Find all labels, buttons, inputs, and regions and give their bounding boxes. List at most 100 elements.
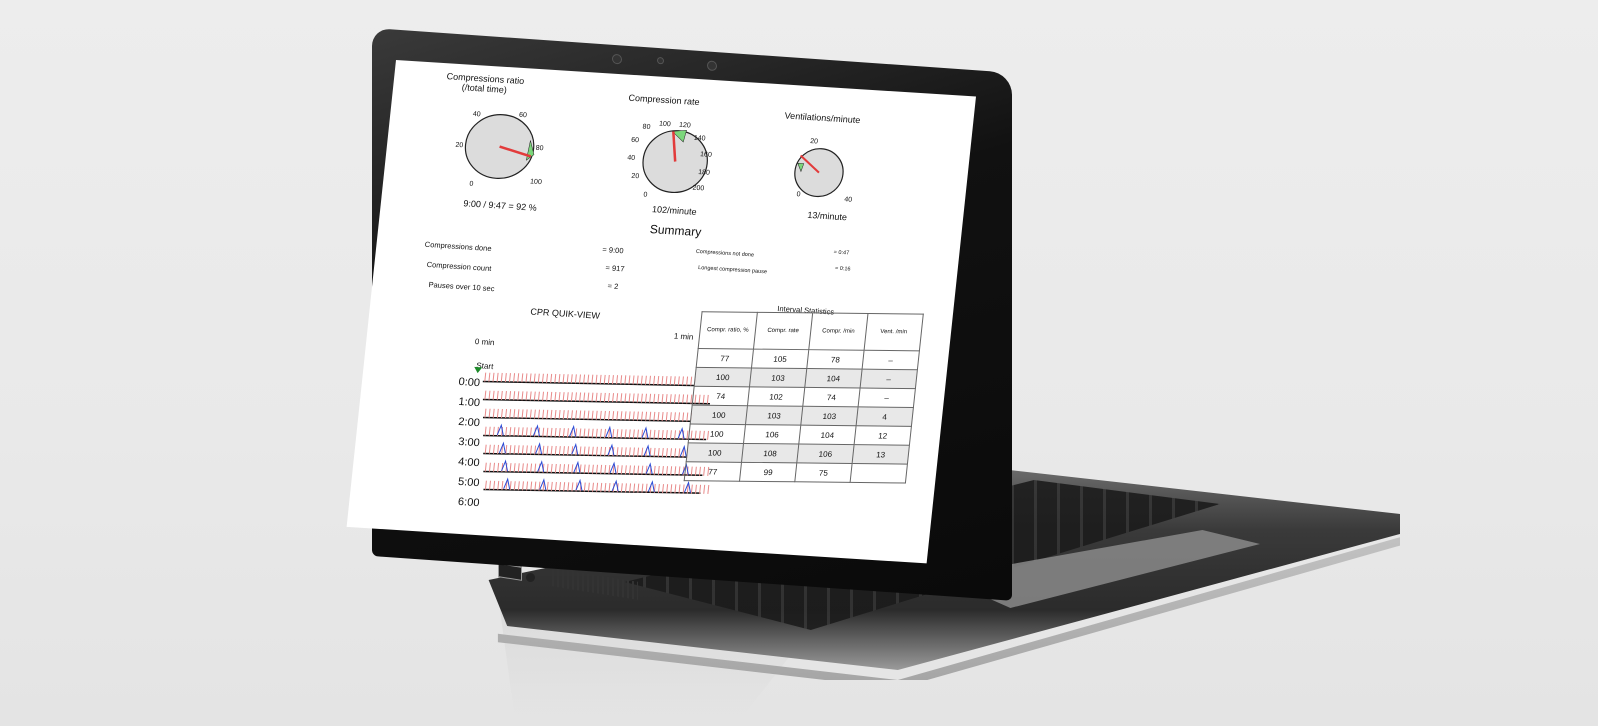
ventilation-mark [611, 479, 619, 492]
table-cell: 108 [741, 443, 799, 463]
compression-mark [583, 446, 586, 456]
compression-mark [645, 411, 648, 421]
compression-mark [649, 429, 652, 439]
compression-mark [608, 465, 611, 475]
tick: 20 [809, 138, 819, 146]
compression-mark [674, 466, 677, 476]
ventilation-mark [535, 442, 543, 455]
compression-mark [558, 428, 561, 438]
screen: Compressions ratio (/total time) 0 20 40… [346, 60, 976, 564]
compression-mark [541, 373, 544, 383]
tick: 20 [630, 172, 640, 181]
table-cell: 100 [686, 442, 744, 463]
compression-mark [496, 408, 499, 418]
compression-mark [600, 464, 603, 474]
compression-mark [694, 484, 697, 494]
compression-mark [583, 482, 586, 492]
table-cell: 75 [794, 462, 853, 483]
compression-mark [678, 466, 681, 476]
compression-mark [674, 448, 677, 458]
compression-mark [607, 374, 610, 384]
compression-mark [517, 409, 520, 419]
compression-mark [546, 373, 549, 383]
compression-mark [603, 410, 606, 420]
compression-mark [657, 465, 660, 475]
compression-mark [492, 408, 495, 418]
compression-mark [690, 376, 693, 386]
compression-mark [505, 445, 508, 455]
compression-mark [509, 409, 512, 419]
quikview-row-label: 5:00 [457, 475, 481, 490]
compression-mark [567, 482, 570, 492]
compression-mark [505, 409, 508, 419]
compression-mark [484, 480, 487, 490]
compression-mark [513, 445, 516, 455]
compression-mark [492, 390, 495, 400]
compression-mark [509, 391, 512, 401]
compression-mark [665, 430, 668, 440]
table-row: 77 105 78– [696, 348, 920, 370]
compression-mark [686, 412, 689, 422]
compression-mark [591, 392, 594, 402]
compression-mark [620, 483, 623, 493]
compression-mark [608, 411, 611, 421]
compression-mark [649, 375, 651, 385]
needle [499, 145, 532, 158]
compression-mark [661, 448, 664, 458]
table-cell: 12 [854, 425, 912, 446]
compression-mark [488, 462, 491, 472]
compression-mark [542, 481, 545, 491]
compression-mark [603, 374, 606, 384]
compression-mark [587, 374, 590, 384]
ventilation-mark [498, 441, 506, 454]
compression-mark [500, 390, 503, 400]
ventilation-mark [532, 424, 540, 437]
compression-mark [681, 376, 684, 386]
compression-mark [640, 375, 643, 385]
ventilation-mark [496, 423, 504, 436]
compression-mark [550, 445, 553, 455]
compression-mark [600, 482, 603, 492]
gauge-ratio [464, 114, 535, 179]
compression-mark [645, 483, 648, 493]
ventilation-mark [501, 459, 509, 472]
summary-label: Compressions done [424, 239, 492, 253]
summary-label: Compressions not done [695, 248, 755, 259]
table-cell: – [862, 350, 920, 370]
compression-mark [497, 462, 500, 472]
compression-mark [484, 408, 487, 418]
compression-mark [657, 375, 660, 385]
compression-mark [612, 465, 615, 475]
compression-mark [526, 481, 529, 491]
compression-mark [657, 411, 660, 421]
start-marker-icon [474, 366, 483, 374]
compression-mark [484, 444, 487, 454]
compression-mark [674, 430, 677, 440]
compression-mark [522, 481, 524, 491]
compression-mark [566, 410, 569, 420]
compression-mark [509, 445, 512, 455]
compression-mark [488, 444, 491, 454]
quikview-row-baseline [483, 452, 705, 459]
compression-mark [653, 429, 656, 439]
ventilation-mark [571, 442, 579, 455]
compression-mark [488, 426, 491, 436]
compression-mark [632, 375, 635, 385]
compression-mark [575, 410, 578, 420]
compression-mark [558, 410, 561, 420]
needle [672, 131, 677, 162]
compression-mark [628, 465, 631, 475]
compression-mark [542, 391, 545, 401]
compression-mark [686, 394, 689, 404]
compression-mark [488, 390, 491, 400]
compression-mark [517, 427, 520, 437]
compression-mark [513, 409, 516, 419]
compression-mark [587, 410, 590, 420]
compression-mark [505, 427, 508, 437]
compression-mark [591, 374, 594, 384]
gauge-vent-value: 13/minute [806, 209, 848, 223]
compression-mark [525, 409, 528, 419]
gauge-vent-title: Ventilations/minute [784, 110, 861, 126]
compression-mark [632, 393, 635, 403]
compression-mark [665, 376, 668, 386]
